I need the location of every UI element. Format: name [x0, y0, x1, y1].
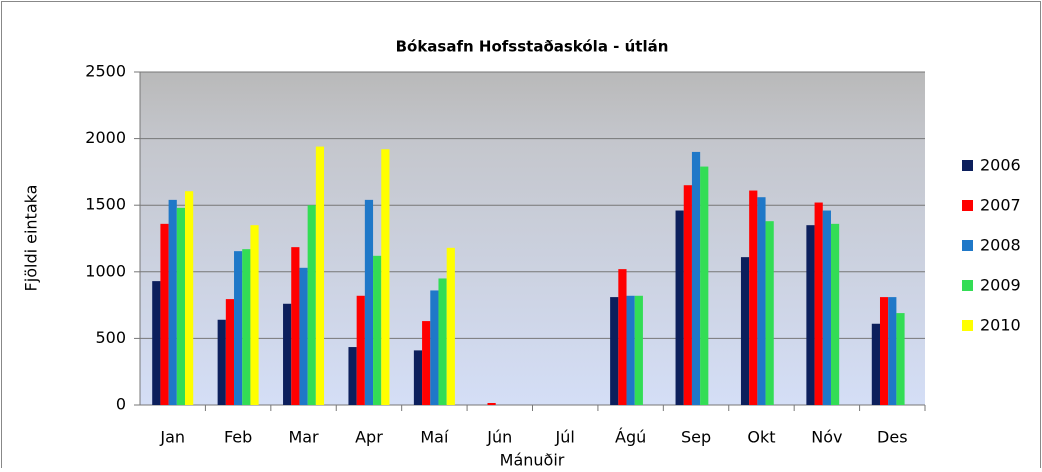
legend-swatch: [962, 200, 973, 211]
bar: [168, 199, 177, 405]
x-tick-label: Ágú: [615, 428, 646, 447]
bar: [675, 210, 684, 405]
bar: [683, 185, 692, 405]
y-tick-label: 0: [116, 395, 126, 414]
bar: [446, 247, 455, 405]
bar: [217, 319, 226, 405]
bar: [176, 207, 186, 405]
bar: [234, 251, 243, 405]
x-axis-label: Mánuðir: [500, 451, 565, 469]
bar: [299, 267, 308, 405]
legend-label: 2006: [980, 156, 1021, 175]
bar: [422, 321, 431, 405]
bar: [152, 281, 161, 405]
bar: [765, 221, 774, 405]
legend-label: 2007: [980, 196, 1021, 215]
bar: [896, 313, 905, 405]
x-tick-label: Apr: [355, 428, 383, 447]
plot-area: [140, 72, 925, 405]
bar: [757, 197, 766, 405]
bar: [871, 323, 880, 405]
bar: [740, 257, 750, 405]
bar: [830, 223, 840, 405]
bar: [618, 269, 627, 405]
bar: [348, 347, 357, 405]
bar: [438, 278, 447, 405]
x-tick-label: Jan: [159, 428, 185, 447]
legend-swatch: [962, 280, 973, 291]
bar: [373, 255, 382, 405]
x-tick-label: Mar: [288, 428, 319, 447]
x-tick-label: Jún: [486, 428, 512, 447]
y-axis-label: Fjöldi eintaka: [22, 185, 41, 292]
bar: [225, 299, 235, 405]
bar: [250, 225, 259, 405]
bar: [806, 225, 815, 405]
y-tick-label: 1500: [85, 195, 126, 214]
legend-swatch: [962, 240, 973, 251]
bar: [381, 149, 390, 405]
bar: [160, 223, 169, 405]
legend-swatch: [962, 320, 973, 331]
bar: [814, 202, 823, 405]
bar: [291, 247, 300, 405]
bar: [749, 190, 758, 405]
y-tick-label: 1000: [85, 261, 126, 280]
x-tick-label: Des: [877, 428, 908, 447]
x-tick-label: Sep: [681, 428, 711, 447]
bar: [691, 151, 701, 405]
bar: [822, 210, 831, 405]
legend-label: 2010: [980, 316, 1021, 335]
bar: [413, 350, 423, 405]
bar: [610, 297, 619, 405]
bar: [879, 297, 889, 405]
x-tick-label: Okt: [747, 428, 775, 447]
bar: [185, 191, 194, 405]
bar: [283, 303, 292, 405]
x-tick-label: Júl: [555, 428, 575, 447]
x-tick-label: Maí: [420, 428, 449, 447]
bar: [634, 295, 643, 405]
x-tick-label: Feb: [224, 428, 252, 447]
bar: [356, 295, 365, 405]
y-tick-label: 2000: [85, 128, 126, 147]
legend-label: 2008: [980, 236, 1021, 255]
bar: [307, 205, 316, 405]
y-tick-label: 500: [95, 328, 126, 347]
legend-swatch: [962, 160, 973, 171]
bar: [626, 295, 635, 405]
y-tick-label: 2500: [85, 62, 126, 81]
legend-label: 2009: [980, 276, 1021, 295]
bar: [364, 199, 374, 405]
chart-title: Bókasafn Hofsstaðaskóla - útlán: [396, 38, 669, 56]
x-tick-label: Nóv: [811, 428, 842, 447]
bar: [700, 166, 709, 405]
bar: [430, 290, 439, 405]
bar: [242, 249, 251, 405]
bar: [487, 403, 496, 405]
bar: [888, 297, 897, 405]
bar: [315, 146, 325, 406]
